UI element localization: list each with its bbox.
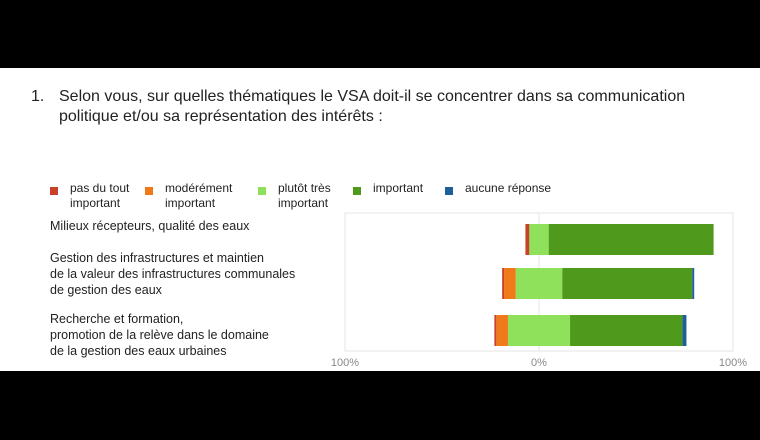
legend-swatch-2: [258, 187, 266, 195]
category-label-0: Milieux récepteurs, qualité des eaux: [50, 218, 249, 234]
category-label-line: de la valeur des infrastructures communa…: [50, 267, 296, 281]
bar-pas_du_tout-1: [502, 268, 505, 299]
question-text: Selon vous, sur quelles thématiques le V…: [59, 88, 686, 125]
bar-plutot-0: [529, 224, 539, 255]
x-tick-label-2: 100%: [719, 357, 747, 369]
category-label-line: promotion de la relève dans le domaine: [50, 328, 269, 342]
legend-label-line: important: [373, 181, 424, 195]
bar-aucune-2: [682, 315, 687, 346]
legend-label-3: important: [373, 181, 423, 196]
category-label-line: Recherche et formation,: [50, 312, 184, 326]
legend-swatch-4: [445, 187, 453, 195]
legend-label-line: important: [70, 196, 121, 210]
legend-swatch-1: [145, 187, 153, 195]
bar-modere-1: [504, 268, 516, 299]
bar-aucune-1: [692, 268, 695, 299]
category-label-1: Gestion des infrastructures et maintien d…: [50, 250, 295, 298]
category-label-line: de gestion des eaux: [50, 283, 162, 297]
legend-label-2: plutôt très important: [278, 181, 331, 211]
legend-label-line: aucune réponse: [465, 181, 552, 195]
question-number: 1.: [31, 88, 45, 105]
legend-label-line: modérément: [165, 181, 233, 195]
legend-label-line: plutôt très: [278, 181, 331, 195]
bar-plutot-1: [539, 268, 563, 299]
category-label-line: de la gestion des eaux urbaines: [50, 344, 227, 358]
category-label-2: Recherche et formation, promotion de la r…: [50, 311, 269, 359]
legend-swatch-3: [353, 187, 361, 195]
bar-pas_du_tout-2: [494, 315, 497, 346]
bar-plutot-0: [539, 224, 549, 255]
legend-label-4: aucune réponse: [465, 181, 551, 196]
bar-plutot-2: [507, 315, 539, 346]
legend-label-line: important: [165, 196, 216, 210]
bar-important-2: [570, 315, 683, 346]
legend-swatch-0: [50, 187, 58, 195]
legend-label-line: pas du tout: [70, 181, 130, 195]
bar-important-0: [548, 224, 714, 255]
category-label-line: Milieux récepteurs, qualité des eaux: [50, 219, 250, 233]
category-label-line: Gestion des infrastructures et maintien: [50, 251, 264, 265]
bar-important-1: [562, 268, 693, 299]
bar-plutot-2: [539, 315, 571, 346]
x-tick-label-0: 100%: [331, 357, 359, 369]
legend-label-0: pas du tout important: [70, 181, 129, 211]
bar-plutot-1: [515, 268, 539, 299]
legend-label-1: modérément important: [165, 181, 232, 211]
x-tick-label-1: 0%: [531, 357, 547, 369]
bar-pas_du_tout-0: [525, 224, 530, 255]
legend-label-line: important: [278, 196, 329, 210]
bar-modere-2: [496, 315, 508, 346]
